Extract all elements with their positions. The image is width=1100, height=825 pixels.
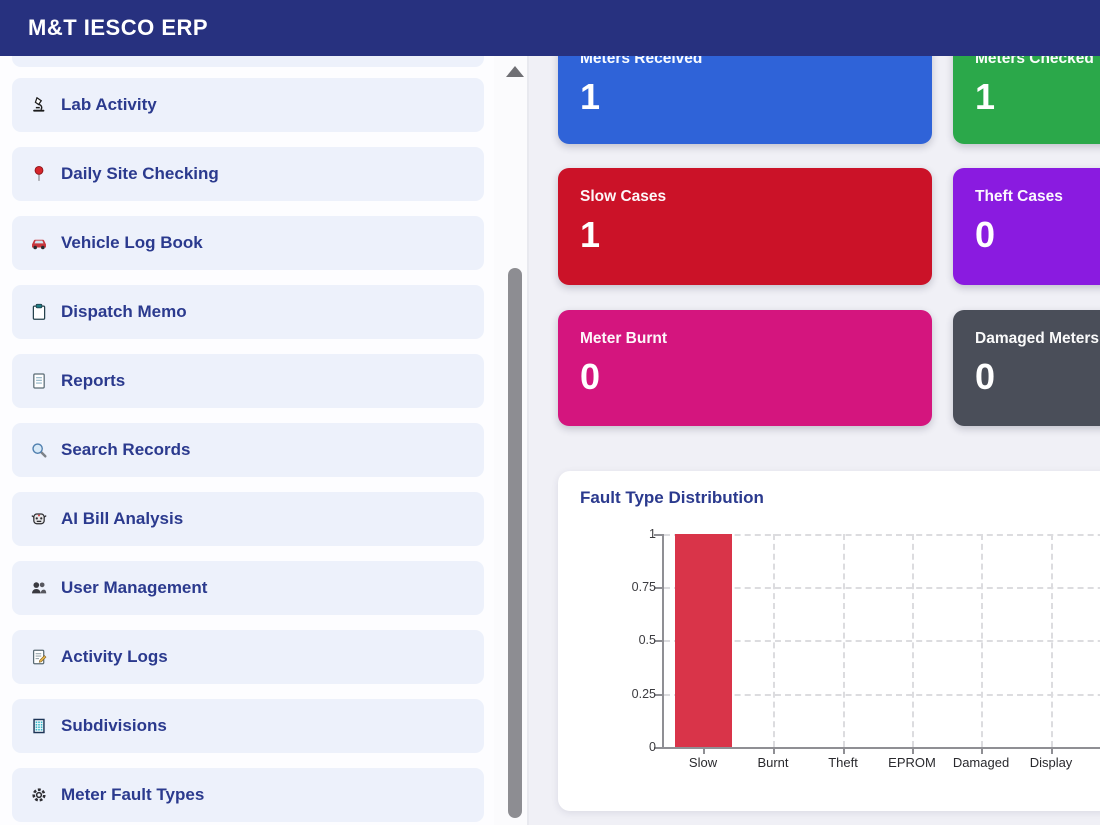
stat-card-theft-cases: Theft Cases 0	[953, 168, 1100, 285]
y-axis-label: 1	[649, 527, 656, 541]
stat-card-value: 1	[975, 76, 996, 117]
bar-slot-damaged	[953, 534, 1010, 747]
sidebar-item-label: Vehicle Log Book	[61, 233, 203, 252]
stat-card-label: Damaged Meters	[975, 330, 1100, 347]
sidebar-scrollbar-thumb[interactable]	[508, 268, 522, 818]
pushpin-icon	[34, 166, 44, 181]
stat-card-label: Slow Cases	[580, 188, 667, 205]
users-icon	[32, 582, 47, 594]
building-icon	[33, 718, 45, 734]
x-axis-label: Theft	[828, 755, 858, 770]
microscope-icon	[33, 96, 45, 112]
sidebar-item-dispatch-memo[interactable]: Dispatch Memo	[12, 285, 484, 339]
stat-card-label: Meter Burnt	[580, 330, 667, 347]
stat-card-meter-burnt: Meter Burnt 0	[558, 310, 932, 426]
sidebar: Lab Activity Daily Site Checking Vehicle…	[0, 0, 529, 825]
sidebar-item-label: User Management	[61, 578, 208, 597]
magnifier-icon	[32, 443, 47, 458]
x-axis-label: Burnt	[757, 755, 789, 770]
sidebar-item-label: Lab Activity	[61, 95, 157, 114]
app-header: M&T IESCO ERP	[0, 0, 1100, 56]
sidebar-item-label: Dispatch Memo	[61, 302, 187, 321]
x-axis-label: Slow	[688, 755, 718, 770]
x-axis-label: Damaged	[952, 755, 1010, 770]
sidebar-item-search-records[interactable]: Search Records	[12, 423, 484, 477]
y-axis-label: 0.25	[631, 687, 656, 701]
clipboard-icon	[32, 303, 46, 320]
chart-plot-area: 1 0.75 0.5 0.25 0 Slow Burnt Theft EPROM…	[632, 527, 1100, 770]
sidebar-item-reports[interactable]: Reports	[12, 354, 484, 408]
memo-icon	[32, 649, 47, 665]
stat-card-value: 1	[580, 76, 601, 117]
sidebar-item-label: Search Records	[61, 440, 191, 459]
bar-slot-display	[1023, 534, 1080, 747]
sidebar-item-activity-logs[interactable]: Activity Logs	[12, 630, 484, 684]
sidebar-divider	[527, 56, 529, 825]
fault-type-distribution-card: Fault Type Distribution	[558, 471, 1100, 811]
chart-bar-slow	[675, 534, 732, 747]
sidebar-item-ai-bill-analysis[interactable]: AI Bill Analysis	[12, 492, 484, 546]
sidebar-item-vehicle-log-book[interactable]: Vehicle Log Book	[12, 216, 484, 270]
bar-slot-theft	[815, 534, 872, 747]
robot-icon	[31, 513, 47, 525]
sidebar-item-user-management[interactable]: User Management	[12, 561, 484, 615]
stat-card-label: Theft Cases	[975, 188, 1063, 205]
stat-card-slow-cases: Slow Cases 1	[558, 168, 932, 285]
stat-card-damaged-meters: Damaged Meters 0	[953, 310, 1100, 426]
stat-card-value: 0	[975, 214, 996, 255]
app-title: M&T IESCO ERP	[28, 15, 209, 40]
x-axis-label: Display	[1029, 755, 1073, 770]
gear-icon	[32, 788, 46, 802]
sidebar-item-daily-site-checking[interactable]: Daily Site Checking	[12, 147, 484, 201]
bar-slot-slow	[675, 534, 732, 747]
sidebar-item-label: Reports	[61, 371, 126, 390]
sidebar-item-label: Daily Site Checking	[61, 164, 219, 183]
stat-card-value: 0	[975, 356, 996, 397]
scroll-up-arrow-icon[interactable]	[506, 66, 524, 77]
bar-slot-eprom	[884, 534, 941, 747]
y-axis-label: 0.75	[631, 580, 656, 594]
sidebar-item-meter-fault-types[interactable]: Meter Fault Types	[12, 768, 484, 822]
car-icon	[32, 239, 46, 250]
sidebar-item-subdivisions[interactable]: Subdivisions	[12, 699, 484, 753]
bar-slot-burnt	[745, 534, 802, 747]
y-axis-label: 0.5	[638, 633, 656, 647]
x-axis-label: EPROM	[888, 755, 936, 770]
y-axis-label: 0	[649, 740, 656, 754]
document-icon	[33, 373, 45, 389]
sidebar-item-label: AI Bill Analysis	[61, 509, 184, 528]
sidebar-item-label: Subdivisions	[61, 716, 167, 735]
stat-card-value: 1	[580, 214, 601, 255]
stat-card-value: 0	[580, 356, 601, 397]
sidebar-item-label: Meter Fault Types	[61, 785, 205, 804]
chart-title: Fault Type Distribution	[580, 488, 764, 507]
sidebar-item-label: Activity Logs	[61, 647, 168, 666]
sidebar-item-lab-activity[interactable]: Lab Activity	[12, 78, 484, 132]
